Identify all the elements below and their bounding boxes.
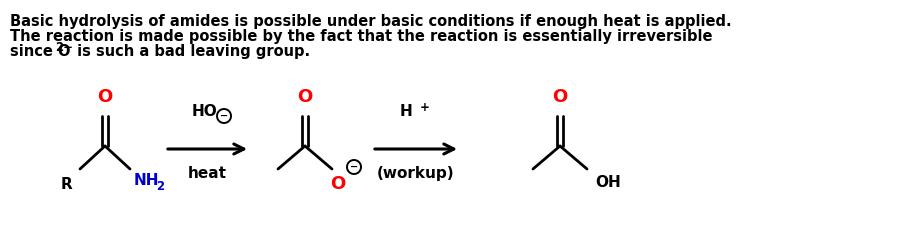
Text: since O: since O bbox=[10, 44, 71, 59]
Text: +: + bbox=[420, 101, 430, 114]
Text: O: O bbox=[330, 175, 346, 193]
Text: 2−: 2− bbox=[55, 41, 73, 54]
Text: O: O bbox=[297, 88, 313, 106]
Text: is such a bad leaving group.: is such a bad leaving group. bbox=[72, 44, 310, 59]
Text: 2: 2 bbox=[156, 180, 164, 193]
Text: O: O bbox=[552, 88, 568, 106]
Text: heat: heat bbox=[188, 166, 227, 181]
Text: O: O bbox=[97, 88, 112, 106]
Text: R: R bbox=[60, 177, 72, 192]
Text: NH: NH bbox=[134, 173, 160, 188]
Text: (workup): (workup) bbox=[377, 166, 454, 181]
Text: −: − bbox=[220, 111, 228, 121]
Text: −: − bbox=[350, 162, 358, 172]
Text: Basic hydrolysis of amides is possible under basic conditions if enough heat is : Basic hydrolysis of amides is possible u… bbox=[10, 14, 732, 29]
Text: OH: OH bbox=[595, 175, 621, 190]
Text: HO: HO bbox=[192, 104, 217, 119]
Text: The reaction is made possible by the fact that the reaction is essentially irrev: The reaction is made possible by the fac… bbox=[10, 29, 712, 44]
Text: H: H bbox=[400, 104, 412, 119]
